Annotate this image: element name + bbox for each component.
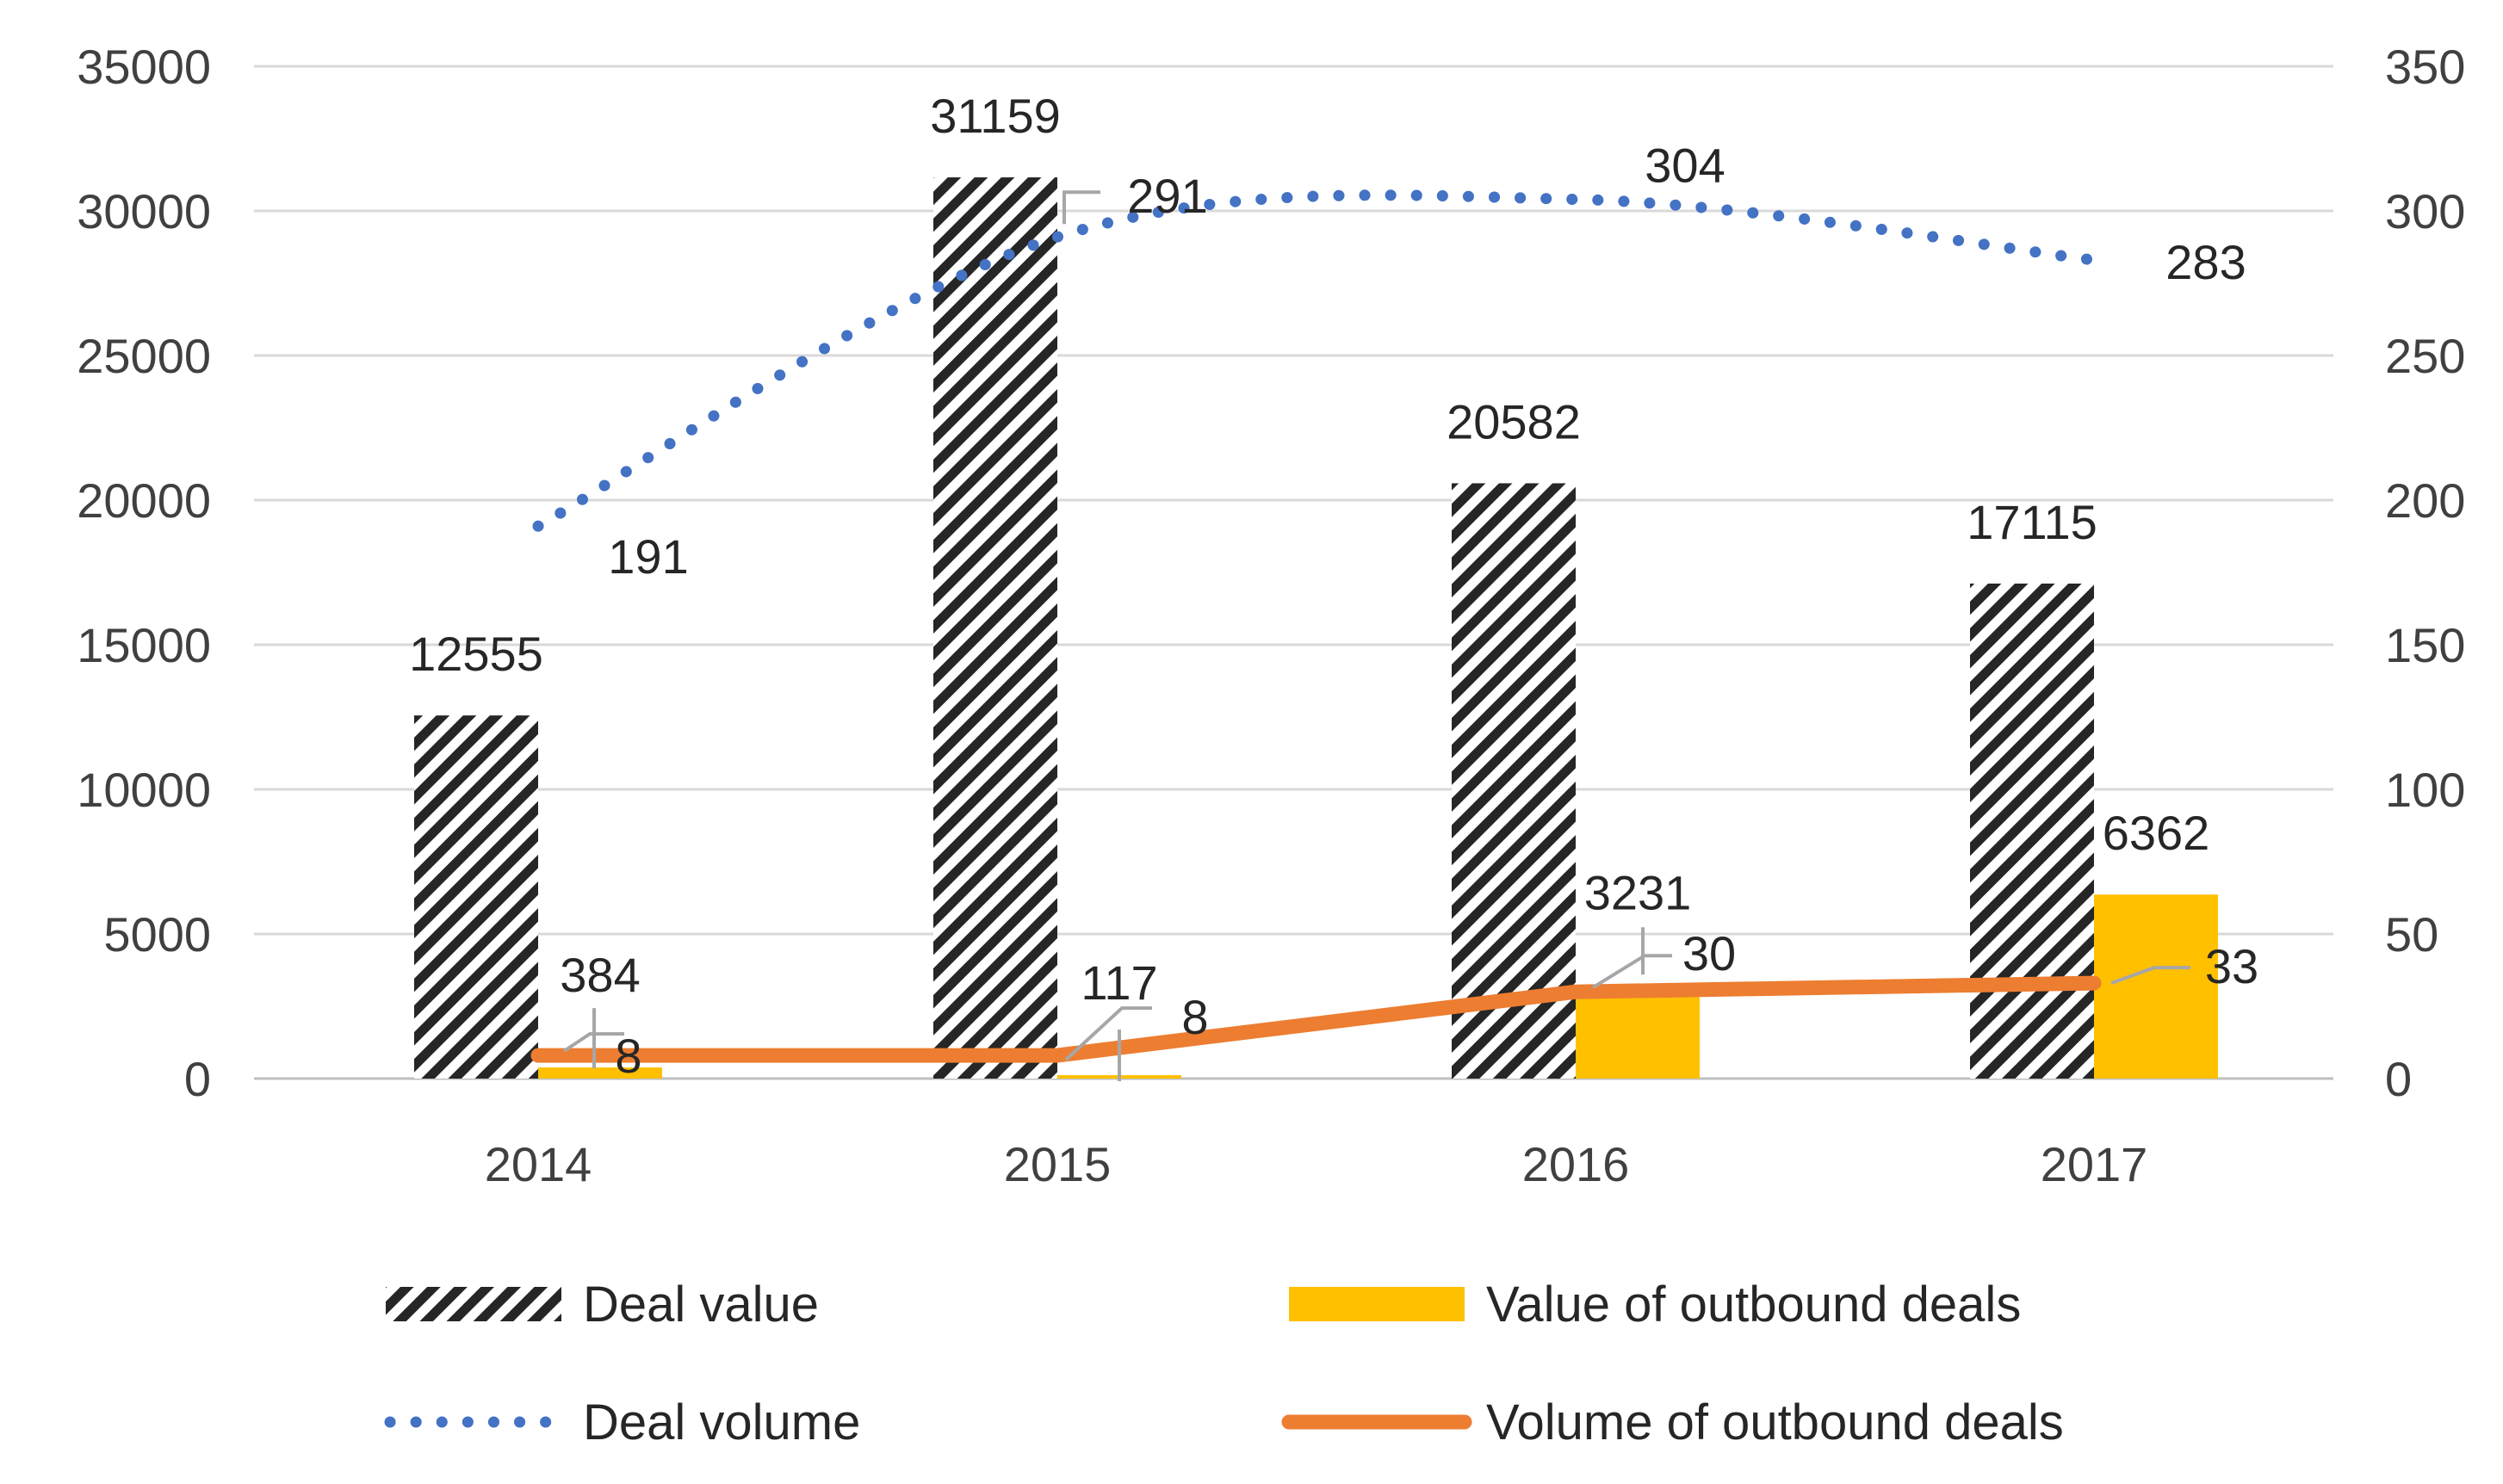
left-tick-label: 20000 bbox=[77, 473, 211, 528]
x-tick-label: 2014 bbox=[485, 1137, 592, 1191]
x-tick-label: 2016 bbox=[1522, 1137, 1630, 1191]
x-tick-label: 2017 bbox=[2041, 1137, 2148, 1191]
right-axis-ticks: 0 50 100 150 200 250 300 350 bbox=[2385, 40, 2465, 1106]
right-tick-label: 50 bbox=[2385, 907, 2438, 962]
leader-line bbox=[2110, 966, 2190, 986]
x-tick-label: 2015 bbox=[1004, 1137, 1112, 1191]
data-label-value-of-outbound-deals: 6362 bbox=[2103, 806, 2210, 860]
leader-line bbox=[1591, 954, 1672, 989]
data-label-deal-volume: 291 bbox=[1127, 169, 1207, 223]
data-label-volume-of-outbound-deals: 8 bbox=[615, 1029, 641, 1083]
leader-line bbox=[1064, 1006, 1152, 1061]
left-tick-label: 0 bbox=[184, 1052, 211, 1106]
data-label-deal-value: 20582 bbox=[1447, 394, 1581, 448]
left-tick-label: 15000 bbox=[77, 618, 211, 672]
data-label-deal-value: 31159 bbox=[930, 89, 1061, 143]
left-tick-label: 35000 bbox=[77, 40, 211, 94]
data-labels: 12555 31159 20582 17115 384 117 3231 6362 191 291… bbox=[409, 89, 2258, 1083]
data-label-volume-of-outbound-deals: 33 bbox=[2205, 939, 2258, 993]
data-label-volume-of-outbound-deals: 30 bbox=[1682, 926, 1736, 980]
data-label-deal-value: 12555 bbox=[409, 627, 543, 681]
left-axis-ticks: 0 5000 10000 15000 20000 25000 30000 35000 bbox=[77, 40, 211, 1106]
right-tick-label: 200 bbox=[2385, 473, 2465, 528]
data-label-deal-volume: 191 bbox=[608, 529, 688, 584]
right-tick-label: 300 bbox=[2385, 184, 2465, 238]
data-label-deal-volume: 304 bbox=[1645, 139, 1725, 193]
bar-deal-value bbox=[1970, 583, 2094, 1079]
legend-label: Deal value bbox=[583, 1277, 819, 1333]
lines bbox=[530, 189, 2102, 1063]
leader-line bbox=[562, 1032, 624, 1053]
bar-deal-value bbox=[414, 715, 538, 1079]
legend-label: Value of outbound deals bbox=[1486, 1277, 2021, 1333]
right-tick-label: 0 bbox=[2385, 1052, 2412, 1106]
x-axis-ticks: 2014 2015 2016 2017 bbox=[485, 1137, 2148, 1191]
left-tick-label: 10000 bbox=[77, 763, 211, 817]
data-label-volume-of-outbound-deals: 8 bbox=[1181, 990, 1208, 1044]
data-label-value-of-outbound-deals: 3231 bbox=[1584, 865, 1692, 919]
bars bbox=[414, 177, 2218, 1079]
bar-deal-value bbox=[933, 177, 1057, 1079]
leader-line bbox=[1063, 190, 1100, 225]
gridlines bbox=[254, 65, 2333, 1080]
line-deal-volume bbox=[532, 189, 2100, 532]
data-label-value-of-outbound-deals: 384 bbox=[560, 948, 640, 1002]
label-leader-lines bbox=[562, 190, 2190, 1082]
data-label-value-of-outbound-deals: 117 bbox=[1081, 955, 1157, 1010]
data-label-deal-value: 17115 bbox=[1967, 495, 2097, 549]
legend-swatch-value-of-outbound-deals bbox=[1289, 1287, 1465, 1321]
right-tick-label: 350 bbox=[2385, 40, 2465, 94]
bar-value-of-outbound-deals bbox=[538, 1067, 662, 1079]
line-volume-of-outbound-deals bbox=[530, 975, 2102, 1063]
right-tick-label: 100 bbox=[2385, 763, 2465, 817]
right-tick-label: 150 bbox=[2385, 618, 2465, 672]
left-tick-label: 25000 bbox=[77, 329, 211, 383]
legend-swatch-deal-value bbox=[386, 1287, 561, 1321]
bar-value-of-outbound-deals bbox=[2094, 894, 2218, 1079]
data-label-deal-volume: 283 bbox=[2165, 235, 2246, 289]
left-tick-label: 30000 bbox=[77, 184, 211, 238]
legend-label: Volume of outbound deals bbox=[1486, 1394, 2064, 1450]
left-tick-label: 5000 bbox=[103, 907, 211, 962]
legend: Deal value Value of outbound deals Deal vo… bbox=[384, 1277, 2064, 1450]
bar-value-of-outbound-deals bbox=[1576, 985, 1700, 1079]
legend-label: Deal volume bbox=[583, 1394, 860, 1450]
bar-deal-value bbox=[1452, 483, 1576, 1079]
right-tick-label: 250 bbox=[2385, 329, 2465, 383]
